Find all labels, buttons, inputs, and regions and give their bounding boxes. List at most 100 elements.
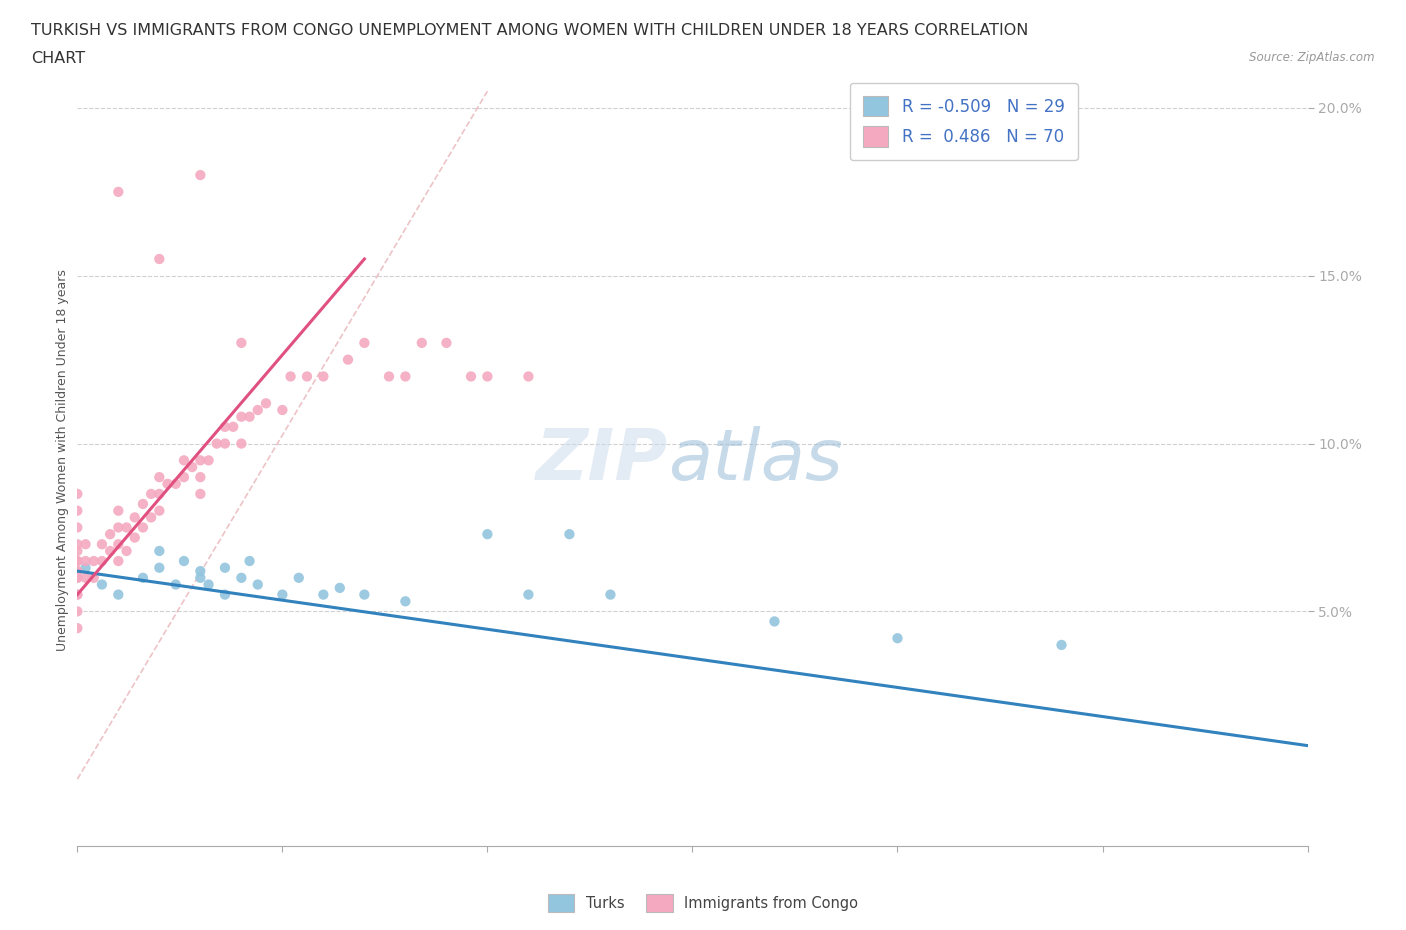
Point (517, 587, 540, 602)
Point (329, 580, 352, 595)
Point (222, 419, 245, 434)
Point (188, 570, 212, 585)
Point (231, 570, 253, 585)
Text: ZIP: ZIP (536, 426, 668, 495)
Point (66, 503, 89, 518)
Point (173, 453, 195, 468)
Point (107, 587, 129, 602)
Point (312, 369, 335, 384)
Point (75, 560, 97, 575)
Point (75, 537, 97, 551)
Point (205, 436, 228, 451)
Point (141, 510, 163, 525)
Point (173, 470, 195, 485)
Point (394, 369, 416, 384)
Point (107, 553, 129, 568)
Point (148, 470, 170, 485)
Point (107, 184, 129, 199)
Point (141, 486, 163, 501)
Y-axis label: Unemployment Among Women with Children Under 18 years: Unemployment Among Women with Children U… (56, 270, 69, 651)
Point (197, 453, 219, 468)
Point (181, 459, 204, 474)
Point (188, 486, 212, 501)
Point (124, 530, 146, 545)
Point (288, 570, 311, 585)
Point (66, 570, 89, 585)
Text: atlas: atlas (668, 426, 842, 495)
Text: CHART: CHART (31, 51, 84, 66)
Point (107, 537, 129, 551)
Point (231, 336, 253, 351)
Point (148, 486, 170, 501)
Point (477, 369, 499, 384)
Point (254, 396, 277, 411)
Point (353, 587, 375, 602)
Point (271, 403, 294, 418)
Point (188, 470, 212, 485)
Point (66, 604, 89, 618)
Point (246, 403, 269, 418)
Point (66, 553, 89, 568)
Point (280, 369, 302, 384)
Point (66, 570, 89, 585)
Point (295, 369, 318, 384)
Point (83, 553, 105, 568)
Point (599, 587, 621, 602)
Point (239, 553, 262, 568)
Point (886, 631, 908, 645)
Point (188, 453, 212, 468)
Point (75, 553, 97, 568)
Point (188, 167, 212, 182)
Point (214, 436, 236, 451)
Point (165, 476, 187, 491)
Point (132, 497, 155, 512)
Point (231, 409, 253, 424)
Point (83, 570, 105, 585)
Point (156, 476, 179, 491)
Point (132, 570, 155, 585)
Point (378, 369, 401, 384)
Point (148, 503, 170, 518)
Point (98, 543, 121, 558)
Point (188, 564, 212, 578)
Point (66, 543, 89, 558)
Point (165, 578, 187, 592)
Point (66, 520, 89, 535)
Point (115, 543, 138, 558)
Point (124, 510, 146, 525)
Point (66, 587, 89, 602)
Point (66, 553, 89, 568)
Text: Source: ZipAtlas.com: Source: ZipAtlas.com (1250, 51, 1375, 64)
Point (148, 543, 170, 558)
Point (231, 436, 253, 451)
Point (107, 520, 129, 535)
Point (66, 587, 89, 602)
Point (353, 336, 375, 351)
Point (763, 614, 786, 629)
Point (148, 251, 170, 266)
Point (90, 537, 114, 551)
Point (66, 537, 89, 551)
Point (337, 352, 360, 367)
Point (115, 520, 138, 535)
Point (411, 336, 433, 351)
Point (107, 503, 129, 518)
Point (75, 570, 97, 585)
Legend: Turks, Immigrants from Congo: Turks, Immigrants from Congo (541, 888, 865, 918)
Point (239, 409, 262, 424)
Point (271, 587, 294, 602)
Text: TURKISH VS IMMIGRANTS FROM CONGO UNEMPLOYMENT AMONG WOMEN WITH CHILDREN UNDER 18: TURKISH VS IMMIGRANTS FROM CONGO UNEMPLO… (31, 23, 1028, 38)
Point (214, 587, 236, 602)
Point (66, 564, 89, 578)
Point (312, 587, 335, 602)
Point (132, 520, 155, 535)
Point (148, 560, 170, 575)
Point (197, 578, 219, 592)
Point (558, 526, 581, 541)
Point (90, 578, 114, 592)
Point (477, 526, 499, 541)
Point (1050, 637, 1073, 652)
Point (66, 620, 89, 635)
Point (90, 553, 114, 568)
Point (214, 419, 236, 434)
